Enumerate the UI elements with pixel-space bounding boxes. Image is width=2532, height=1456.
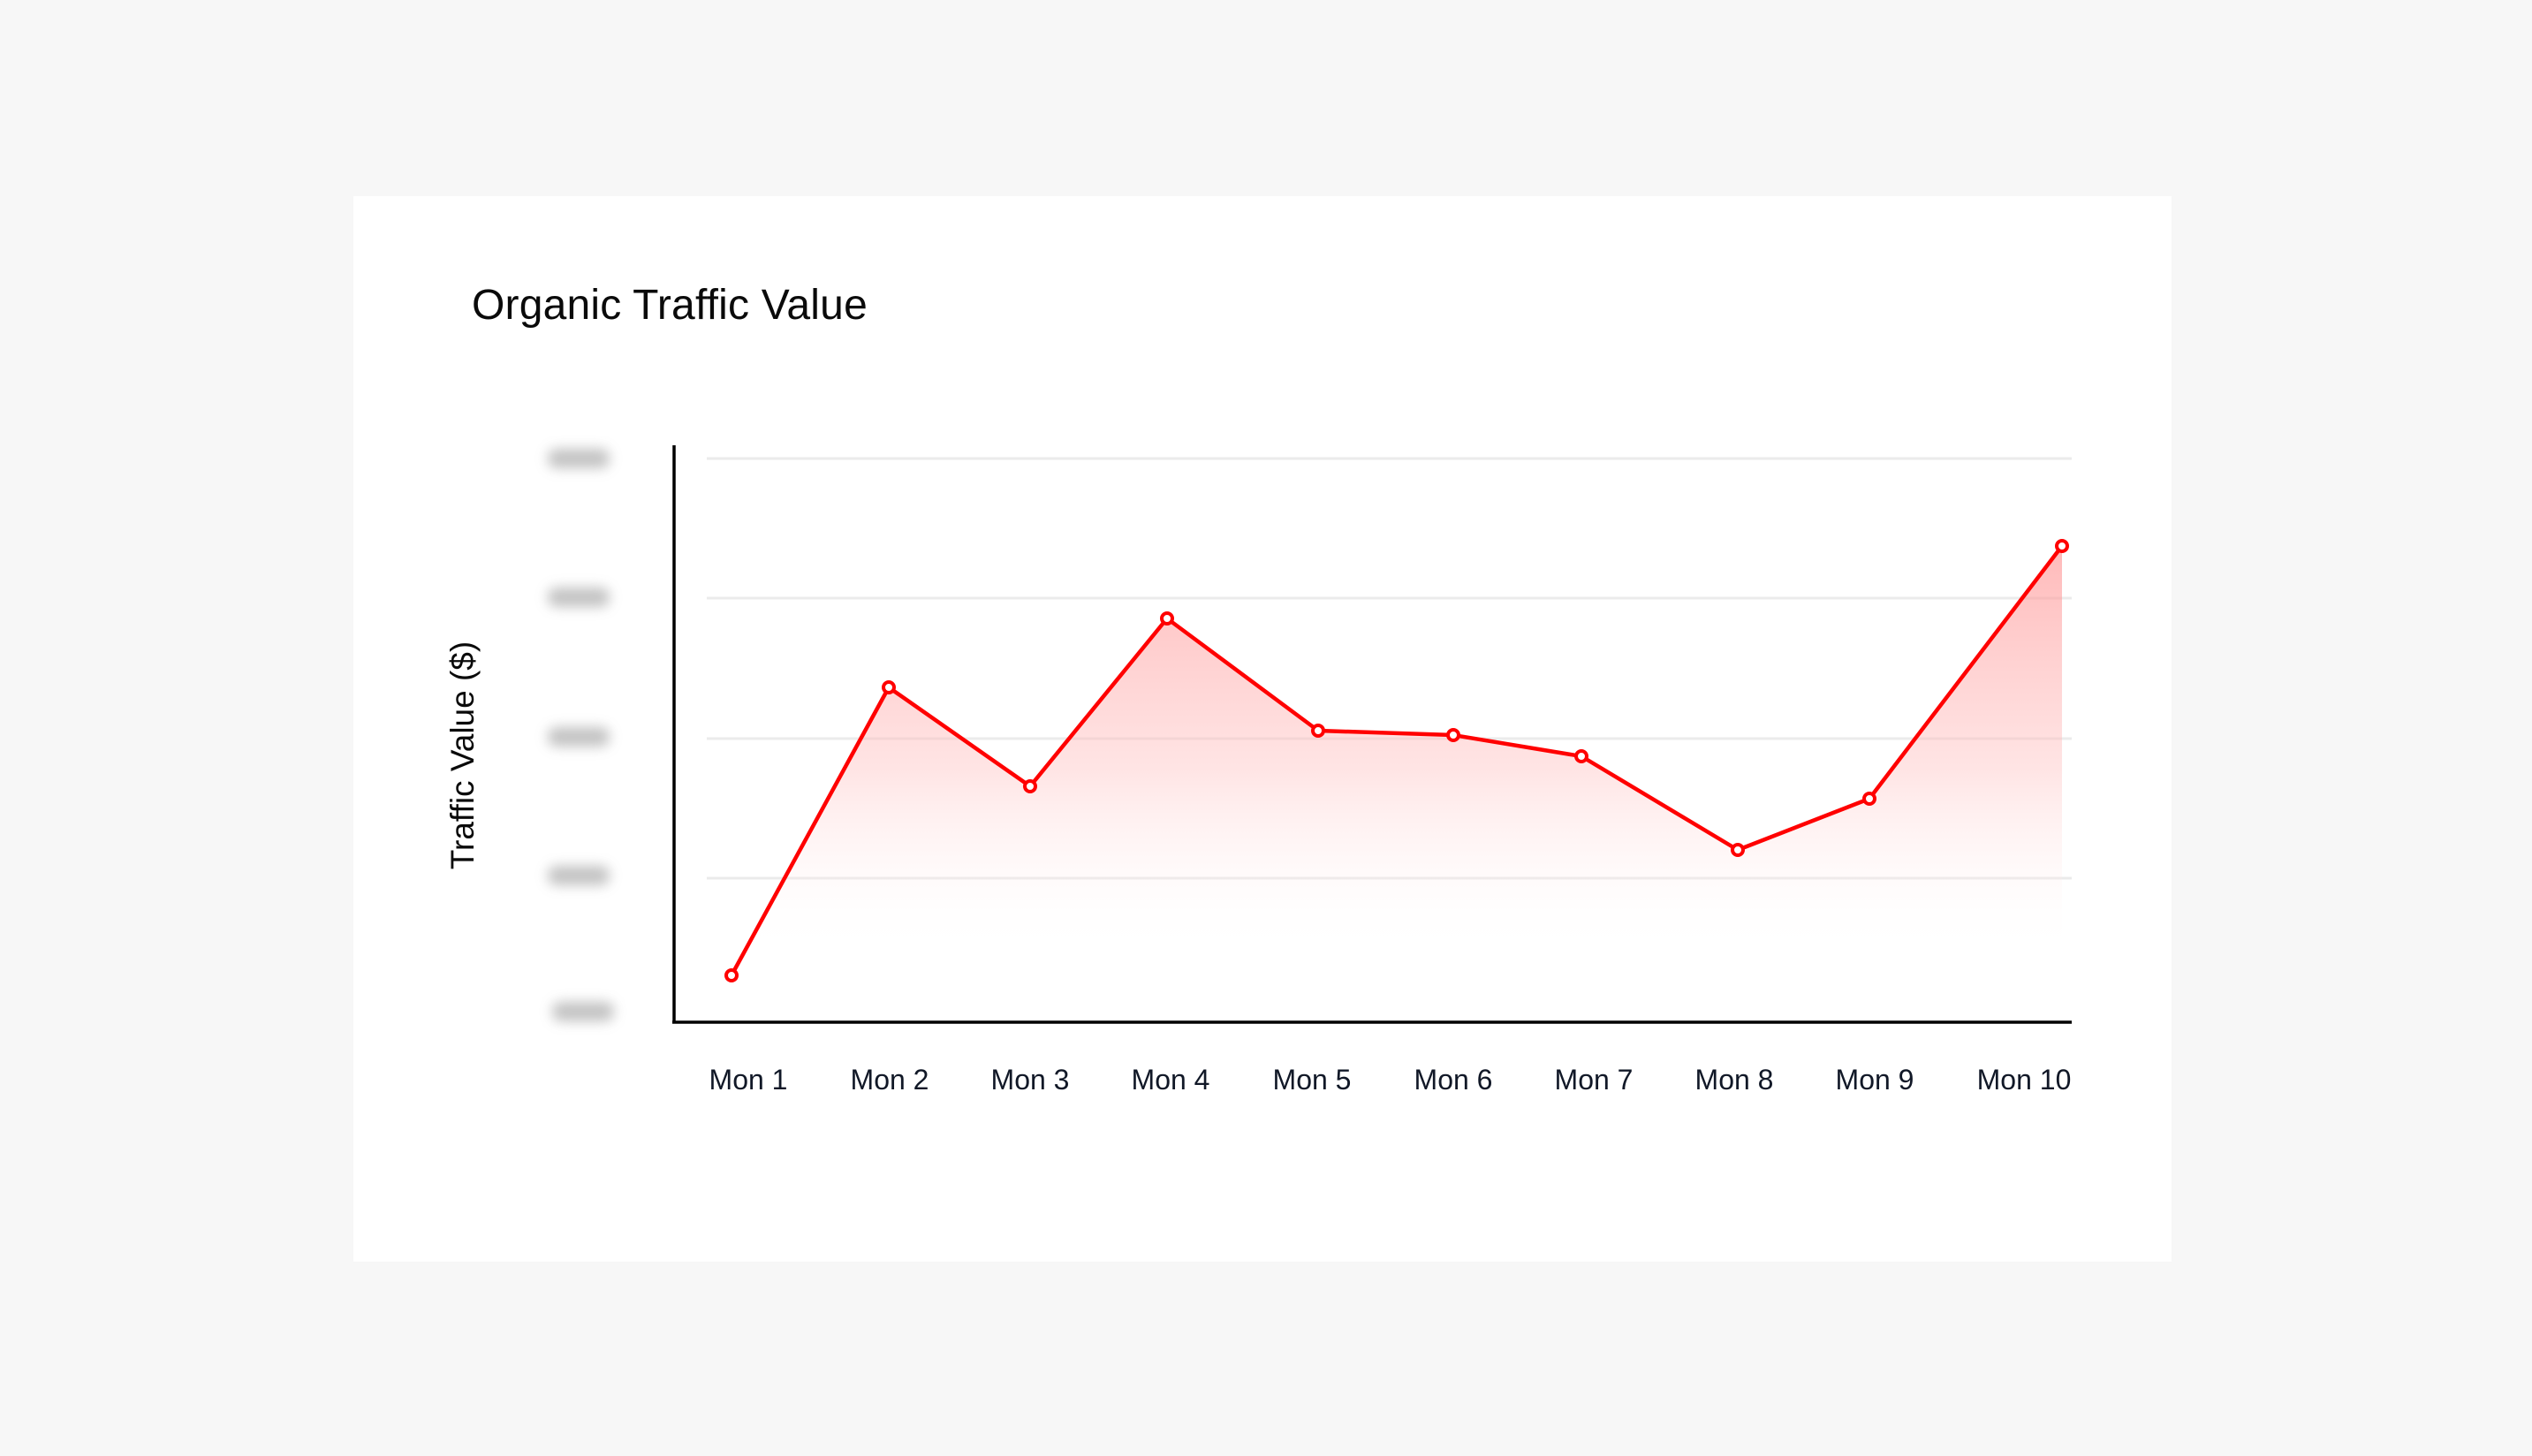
data-point-mon-3[interactable] bbox=[1023, 779, 1037, 793]
data-point-mon-9[interactable] bbox=[1862, 792, 1876, 806]
y-tick-label: (blurred) bbox=[548, 727, 610, 747]
data-point-mon-5[interactable] bbox=[1311, 724, 1325, 738]
data-point-mon-6[interactable] bbox=[1446, 728, 1460, 742]
data-point-mon-2[interactable] bbox=[882, 680, 896, 694]
data-point-mon-10[interactable] bbox=[2055, 539, 2069, 553]
chart-title: Organic Traffic Value bbox=[472, 282, 868, 329]
y-tick-label: (blurred) bbox=[552, 1002, 614, 1021]
x-tick-label: Mon 8 bbox=[1694, 1064, 1774, 1096]
data-point-mon-1[interactable] bbox=[724, 968, 739, 982]
data-points bbox=[724, 539, 2069, 982]
x-tick-label: Mon 7 bbox=[1554, 1064, 1634, 1096]
x-tick-label: Mon 2 bbox=[850, 1064, 929, 1096]
x-tick-label: Mon 9 bbox=[1835, 1064, 1914, 1096]
data-point-mon-8[interactable] bbox=[1731, 843, 1745, 857]
x-tick-label: Mon 1 bbox=[709, 1064, 788, 1096]
y-tick-label: (blurred) bbox=[548, 588, 610, 607]
data-point-mon-4[interactable] bbox=[1160, 611, 1174, 626]
area-fill bbox=[732, 546, 2062, 1020]
x-tick-label: Mon 6 bbox=[1414, 1064, 1493, 1096]
y-tick-label: (blurred) bbox=[548, 866, 610, 885]
x-tick-label: Mon 10 bbox=[1976, 1064, 2072, 1096]
x-tick-label: Mon 3 bbox=[990, 1064, 1070, 1096]
x-tick-label: Mon 4 bbox=[1131, 1064, 1210, 1096]
traffic-value-line bbox=[730, 544, 2064, 977]
data-point-mon-7[interactable] bbox=[1574, 749, 1588, 763]
x-tick-label: Mon 5 bbox=[1272, 1064, 1352, 1096]
axes bbox=[672, 445, 2072, 1024]
y-tick-label: (blurred) bbox=[548, 449, 610, 468]
